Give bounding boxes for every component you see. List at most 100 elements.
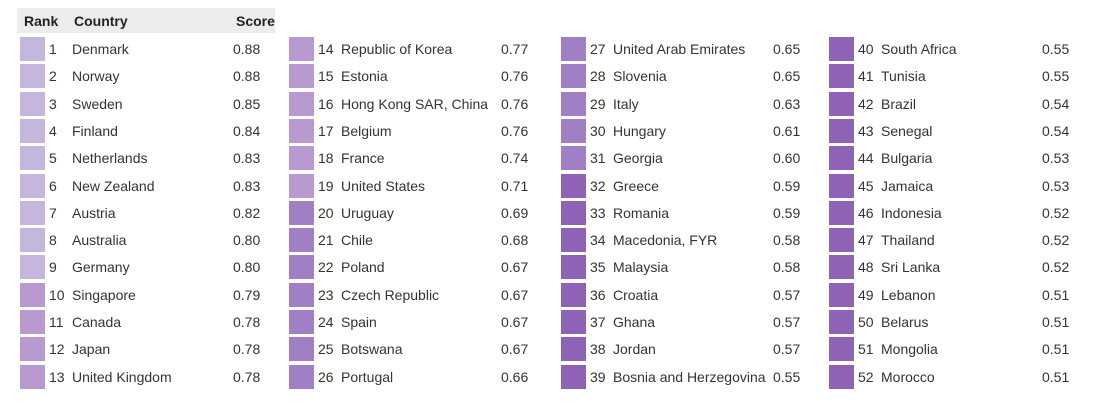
score-cell: 0.76 xyxy=(501,122,529,139)
table-row: 17 Belgium 0.76 xyxy=(289,118,539,146)
table-row: 6 New Zealand 0.83 xyxy=(20,173,270,201)
table-row: 7 Austria 0.82 xyxy=(20,200,270,228)
score-cell: 0.65 xyxy=(773,68,801,85)
rank-cell: 47 xyxy=(858,232,874,249)
table-row: 34 Macedonia, FYR 0.58 xyxy=(561,228,811,255)
score-cell: 0.55 xyxy=(1042,68,1070,85)
rank-cell: 12 xyxy=(49,341,65,358)
score-cell: 0.80 xyxy=(233,259,261,276)
country-cell: Lebanon xyxy=(881,286,936,303)
rank-cell: 16 xyxy=(318,95,334,112)
score-cell: 0.51 xyxy=(1042,286,1070,303)
rank-cell: 52 xyxy=(858,368,874,385)
country-cell: Sweden xyxy=(72,95,123,112)
country-cell: Spain xyxy=(341,314,377,330)
rank-cell: 37 xyxy=(590,314,606,330)
rank-cell: 46 xyxy=(858,204,874,221)
color-swatch xyxy=(561,64,586,89)
rank-cell: 8 xyxy=(49,232,57,249)
country-cell: Croatia xyxy=(613,286,659,303)
table-row: 10 Singapore 0.79 xyxy=(20,282,270,310)
country-cell: Macedonia, FYR xyxy=(613,232,718,249)
color-swatch xyxy=(20,200,45,225)
color-swatch xyxy=(561,118,586,143)
color-swatch xyxy=(561,255,586,280)
rank-cell: 42 xyxy=(858,95,874,112)
rank-cell: 21 xyxy=(318,232,334,249)
color-swatch xyxy=(561,364,586,389)
color-swatch xyxy=(289,146,314,171)
color-swatch xyxy=(20,37,45,61)
table-row: 19 United States 0.71 xyxy=(289,173,539,201)
table-header-bar xyxy=(17,8,275,33)
table-row: 49 Lebanon 0.51 xyxy=(829,282,1079,310)
score-cell: 0.83 xyxy=(233,177,261,194)
color-swatch xyxy=(20,255,45,280)
table-row: 28 Slovenia 0.65 xyxy=(561,64,811,91)
color-swatch xyxy=(829,91,854,116)
score-cell: 0.67 xyxy=(501,259,529,276)
table-row: 41 Tunisia 0.55 xyxy=(829,64,1079,91)
color-swatch xyxy=(561,91,586,116)
score-cell: 0.80 xyxy=(233,232,261,249)
country-cell: United States xyxy=(341,177,426,194)
color-swatch xyxy=(829,282,854,307)
country-cell: Jamaica xyxy=(881,177,934,194)
rank-cell: 49 xyxy=(858,286,874,303)
table-row: 27 United Arab Emirates 0.65 xyxy=(561,37,811,64)
score-cell: 0.54 xyxy=(1042,122,1070,139)
table-row: 1 Denmark 0.88 xyxy=(20,37,270,64)
table-row: 43 Senegal 0.54 xyxy=(829,118,1079,146)
country-cell: Belarus xyxy=(881,314,929,330)
color-swatch xyxy=(20,364,45,389)
score-cell: 0.71 xyxy=(501,177,529,194)
country-cell: Czech Republic xyxy=(341,286,440,303)
table-row: 26 Portugal 0.66 xyxy=(289,364,539,392)
rank-cell: 19 xyxy=(318,177,334,194)
country-cell: United Kingdom xyxy=(72,368,172,385)
color-swatch xyxy=(20,91,45,116)
country-cell: Netherlands xyxy=(72,150,148,167)
table-row: 39 Bosnia and Herzegovina 0.55 xyxy=(561,364,811,392)
color-swatch xyxy=(561,173,586,198)
table-row: 30 Hungary 0.61 xyxy=(561,118,811,146)
country-cell: Georgia xyxy=(613,150,663,167)
score-cell: 0.78 xyxy=(233,314,261,330)
country-cell: Uruguay xyxy=(341,204,394,221)
score-cell: 0.67 xyxy=(501,286,529,303)
color-swatch xyxy=(829,228,854,253)
score-cell: 0.88 xyxy=(233,41,261,57)
rank-cell: 11 xyxy=(49,314,64,330)
score-cell: 0.59 xyxy=(773,204,801,221)
table-row: 50 Belarus 0.51 xyxy=(829,310,1079,337)
rank-cell: 18 xyxy=(318,150,334,167)
color-swatch xyxy=(829,146,854,171)
score-cell: 0.51 xyxy=(1042,341,1070,358)
color-swatch xyxy=(561,228,586,253)
color-swatch xyxy=(20,146,45,171)
country-cell: Canada xyxy=(72,314,122,330)
table-row: 2 Norway 0.88 xyxy=(20,64,270,91)
country-cell: Australia xyxy=(72,232,127,249)
score-cell: 0.78 xyxy=(233,341,261,358)
table-row: 25 Botswana 0.67 xyxy=(289,337,539,364)
rank-cell: 40 xyxy=(858,41,874,57)
country-cell: Finland xyxy=(72,122,118,139)
country-cell: Romania xyxy=(613,204,670,221)
rank-cell: 38 xyxy=(590,341,606,358)
color-swatch xyxy=(289,282,314,307)
score-cell: 0.61 xyxy=(773,122,801,139)
rank-cell: 10 xyxy=(49,286,65,303)
country-cell: Indonesia xyxy=(881,204,942,221)
country-cell: Morocco xyxy=(881,368,935,385)
rank-cell: 34 xyxy=(590,232,606,249)
rank-cell: 20 xyxy=(318,204,334,221)
color-swatch xyxy=(20,282,45,307)
color-swatch xyxy=(561,282,586,307)
table-row: 37 Ghana 0.57 xyxy=(561,310,811,337)
country-cell: Thailand xyxy=(881,232,935,249)
rank-cell: 15 xyxy=(318,68,334,85)
rank-cell: 33 xyxy=(590,204,606,221)
table-row: 21 Chile 0.68 xyxy=(289,228,539,255)
score-cell: 0.59 xyxy=(773,177,801,194)
